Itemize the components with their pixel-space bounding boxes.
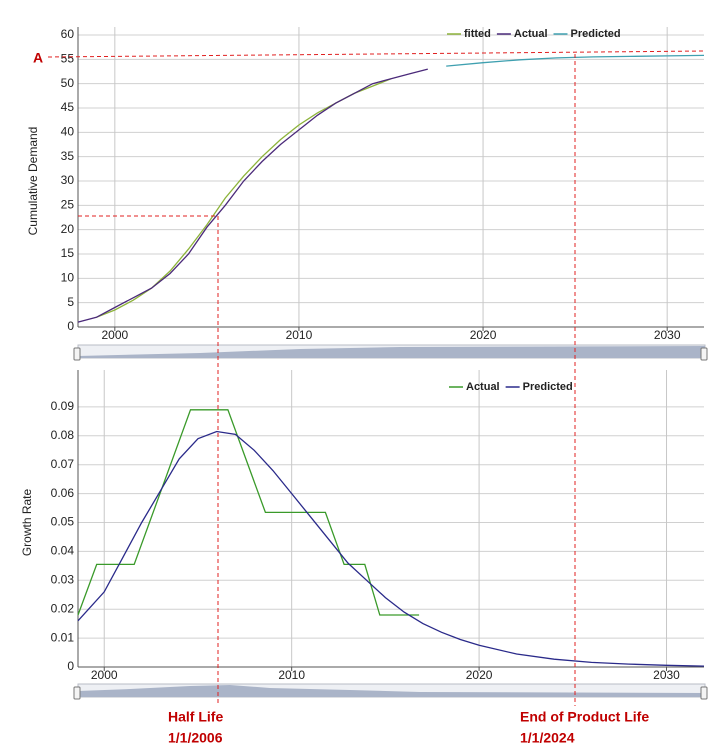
half-life-label: Half Life [168,709,223,725]
y-tick-label: 0.09 [51,399,75,413]
y-tick-label: 0.01 [51,630,75,644]
y-tick-label: 0.06 [51,486,75,500]
x-tick-label: 2010 [278,668,305,682]
y-tick-label: 0.07 [51,457,75,471]
legend-label: fitted [464,28,491,40]
y-tick-label: 0.04 [51,544,75,558]
x-tick-label: 2010 [286,328,313,342]
navigator-handle[interactable] [73,686,81,700]
y-tick-label: 40 [61,125,75,139]
annotation-overlay: A Half Life 1/1/2006 End of Product Life… [33,50,706,746]
x-tick-label: 2020 [466,668,493,682]
y-tick-label: 0 [67,659,74,673]
y-tick-label: 50 [61,76,75,90]
series-line [77,68,428,323]
navigator-handle[interactable] [700,686,708,700]
range-navigator[interactable] [73,683,708,700]
x-tick-label: 2030 [653,668,680,682]
series-line [77,430,705,667]
half-life-date: 1/1/2006 [168,730,223,746]
y-tick-label: 55 [61,52,75,66]
navigator-area [78,346,705,358]
y-axis-title: Cumulative Demand [26,127,40,236]
y-tick-label: 15 [61,246,75,260]
legend-label: Actual [514,28,548,40]
y-tick-label: 0 [67,319,74,333]
chart: 0 5 10 15 20 25 30 35 40 45 50 55 60 2000 2010 2020 2030… [26,27,705,342]
y-tick-label: 25 [61,198,75,212]
asymptote-line [47,50,706,58]
legend-label: Predicted [571,28,621,40]
end-of-life-date: 1/1/2024 [520,730,575,746]
y-tick-label: 0.08 [51,428,75,442]
x-tick-label: 2020 [470,328,497,342]
navigator-area [78,685,705,697]
range-navigator[interactable] [73,344,708,361]
y-tick-label: 30 [61,173,75,187]
series-line [77,409,420,616]
x-tick-label: 2000 [91,668,118,682]
y-tick-label: 45 [61,100,75,114]
legend-label: Actual [466,381,500,393]
navigator-handle[interactable] [700,347,708,361]
y-axis-title: Growth Rate [20,488,34,556]
y-tick-label: 20 [61,222,75,236]
y-tick-label: 10 [61,271,75,285]
series-line [96,78,392,318]
x-tick-label: 2000 [101,328,128,342]
y-tick-label: 60 [61,27,75,41]
asymptote-label: A [33,50,43,66]
navigator-handle[interactable] [73,347,81,361]
y-tick-label: 5 [67,295,74,309]
y-tick-label: 0.03 [51,572,75,586]
end-of-life-label: End of Product Life [520,709,649,725]
y-tick-label: 0.02 [51,601,75,615]
chart: 0 0.01 0.02 0.03 0.04 0.05 0.06 0.07 0.08 0.09 200… [20,370,705,682]
x-tick-label: 2030 [654,328,681,342]
legend-label: Predicted [523,381,573,393]
plots: 0 5 10 15 20 25 30 35 40 45 50 55 60 2000 2010 2020 2030… [20,27,705,682]
y-tick-label: 0.05 [51,515,75,529]
y-tick-label: 35 [61,149,75,163]
